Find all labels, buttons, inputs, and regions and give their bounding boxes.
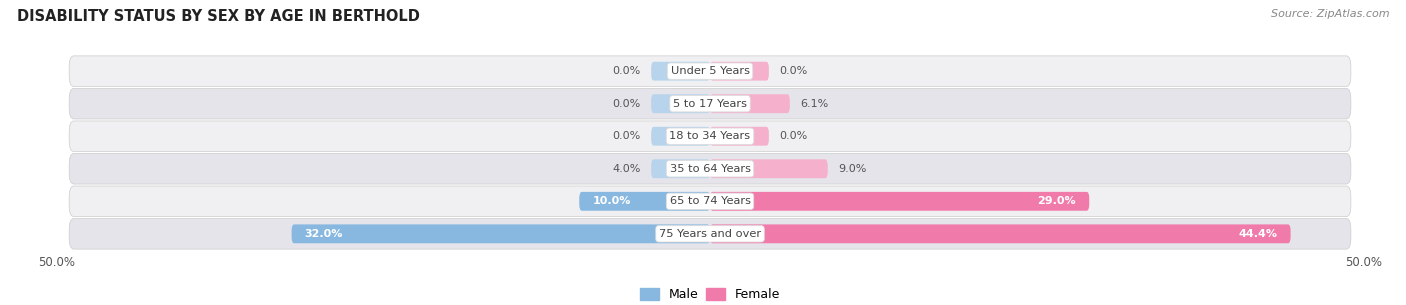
Text: Under 5 Years: Under 5 Years [671, 66, 749, 76]
Text: 0.0%: 0.0% [613, 66, 641, 76]
FancyBboxPatch shape [69, 56, 1351, 86]
Text: DISABILITY STATUS BY SEX BY AGE IN BERTHOLD: DISABILITY STATUS BY SEX BY AGE IN BERTH… [17, 9, 420, 24]
FancyBboxPatch shape [69, 219, 1351, 249]
Text: 29.0%: 29.0% [1038, 196, 1076, 206]
Text: 18 to 34 Years: 18 to 34 Years [669, 131, 751, 141]
FancyBboxPatch shape [69, 153, 1351, 184]
Text: 0.0%: 0.0% [613, 131, 641, 141]
Text: 65 to 74 Years: 65 to 74 Years [669, 196, 751, 206]
FancyBboxPatch shape [710, 127, 769, 146]
Text: 0.0%: 0.0% [613, 99, 641, 109]
Text: 9.0%: 9.0% [838, 164, 866, 174]
FancyBboxPatch shape [651, 127, 710, 146]
FancyBboxPatch shape [69, 88, 1351, 119]
Text: 4.0%: 4.0% [613, 164, 641, 174]
FancyBboxPatch shape [291, 224, 710, 243]
Text: 5 to 17 Years: 5 to 17 Years [673, 99, 747, 109]
Text: 0.0%: 0.0% [779, 66, 807, 76]
Text: 0.0%: 0.0% [779, 131, 807, 141]
FancyBboxPatch shape [69, 121, 1351, 152]
FancyBboxPatch shape [69, 186, 1351, 217]
FancyBboxPatch shape [710, 159, 828, 178]
Text: 35 to 64 Years: 35 to 64 Years [669, 164, 751, 174]
Text: 10.0%: 10.0% [592, 196, 631, 206]
FancyBboxPatch shape [579, 192, 710, 211]
Text: 32.0%: 32.0% [305, 229, 343, 239]
FancyBboxPatch shape [710, 62, 769, 81]
Text: Source: ZipAtlas.com: Source: ZipAtlas.com [1271, 9, 1389, 19]
FancyBboxPatch shape [710, 224, 1291, 243]
FancyBboxPatch shape [710, 192, 1090, 211]
Legend: Male, Female: Male, Female [636, 283, 785, 305]
Text: 75 Years and over: 75 Years and over [659, 229, 761, 239]
Text: 44.4%: 44.4% [1239, 229, 1278, 239]
FancyBboxPatch shape [651, 62, 710, 81]
FancyBboxPatch shape [710, 94, 790, 113]
Text: 6.1%: 6.1% [800, 99, 828, 109]
FancyBboxPatch shape [651, 159, 710, 178]
FancyBboxPatch shape [651, 94, 710, 113]
